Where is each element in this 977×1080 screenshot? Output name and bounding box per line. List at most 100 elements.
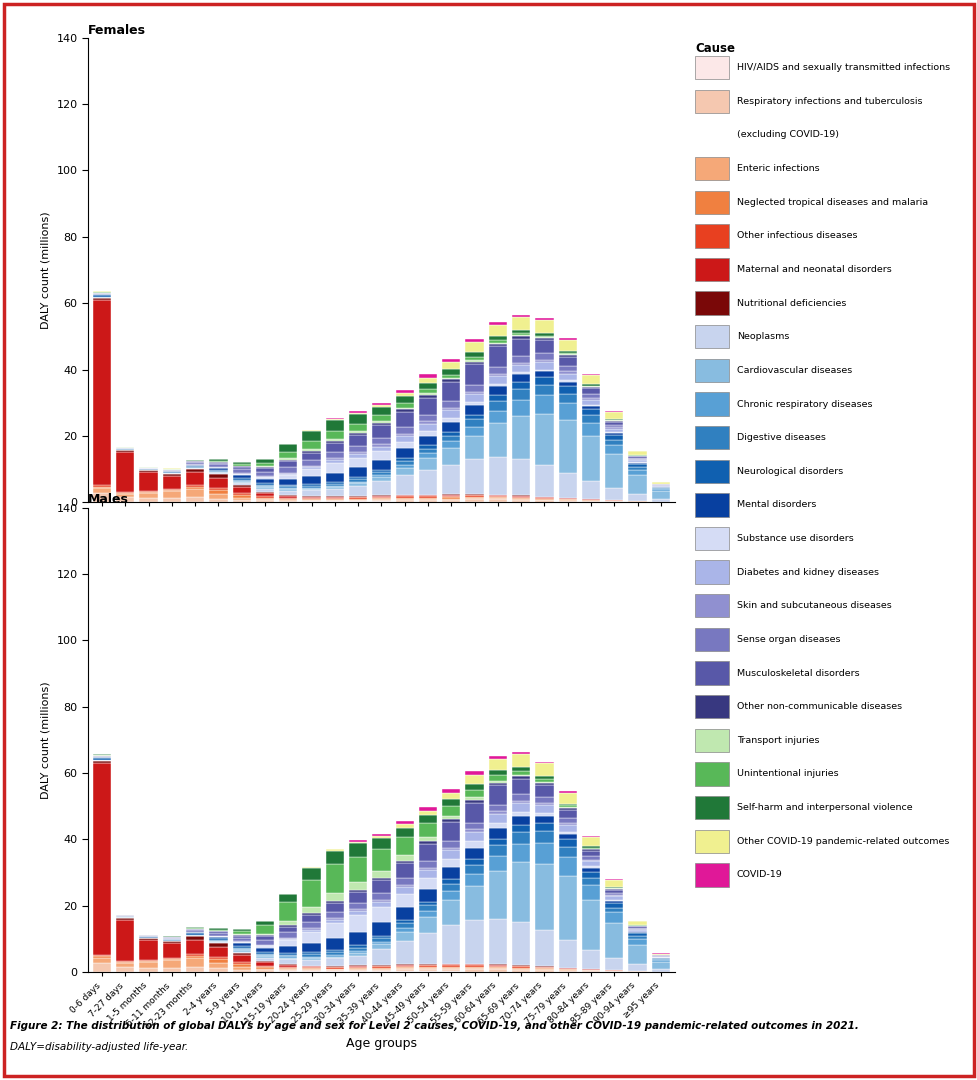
Bar — [465, 886, 484, 920]
Bar — [512, 768, 530, 771]
Bar — [418, 861, 437, 868]
Bar — [396, 966, 413, 968]
Bar — [628, 451, 646, 455]
Bar — [372, 935, 390, 939]
Bar — [442, 369, 460, 375]
Bar — [162, 491, 181, 498]
Bar — [558, 351, 576, 353]
Bar — [581, 481, 600, 499]
Bar — [558, 804, 576, 806]
Bar — [349, 915, 366, 932]
Bar — [418, 378, 437, 382]
Bar — [209, 947, 228, 957]
Bar — [233, 478, 250, 480]
Bar — [325, 953, 344, 955]
Bar — [349, 411, 366, 413]
Bar — [349, 882, 366, 890]
Bar — [162, 941, 181, 943]
Bar — [116, 967, 134, 972]
Bar — [651, 489, 669, 491]
Bar — [442, 464, 460, 495]
Bar — [93, 295, 111, 297]
Bar — [396, 932, 413, 941]
Bar — [695, 460, 728, 483]
Bar — [233, 462, 250, 464]
Bar — [233, 963, 250, 968]
Bar — [186, 955, 204, 956]
Bar — [442, 969, 460, 971]
Bar — [233, 929, 250, 931]
Bar — [186, 465, 204, 468]
Bar — [534, 360, 553, 362]
Bar — [442, 359, 460, 362]
Bar — [512, 389, 530, 400]
Bar — [256, 477, 274, 480]
Bar — [488, 322, 506, 325]
Bar — [302, 922, 320, 928]
Bar — [488, 376, 506, 383]
Text: Chronic respiratory diseases: Chronic respiratory diseases — [736, 400, 871, 408]
Bar — [209, 462, 228, 464]
Bar — [695, 696, 728, 718]
Bar — [488, 846, 506, 856]
Bar — [140, 939, 157, 941]
Bar — [628, 475, 646, 494]
Bar — [488, 402, 506, 410]
Bar — [233, 492, 250, 495]
Bar — [349, 947, 366, 950]
Bar — [628, 932, 646, 933]
Bar — [488, 457, 506, 495]
Bar — [534, 785, 553, 797]
Bar — [396, 885, 413, 887]
Bar — [256, 970, 274, 972]
Bar — [465, 875, 484, 886]
Bar — [256, 489, 274, 491]
Bar — [349, 431, 366, 433]
Bar — [534, 764, 553, 777]
Bar — [488, 770, 506, 774]
Bar — [418, 868, 437, 870]
Bar — [372, 849, 390, 870]
Bar — [256, 934, 274, 935]
Bar — [581, 856, 600, 860]
Bar — [302, 431, 320, 441]
Bar — [140, 961, 157, 962]
Bar — [256, 463, 274, 467]
Bar — [581, 836, 600, 837]
Bar — [581, 861, 600, 866]
Bar — [418, 837, 437, 841]
Bar — [278, 498, 297, 499]
Bar — [465, 499, 484, 502]
Text: Neurological disorders: Neurological disorders — [736, 467, 842, 476]
Bar — [302, 484, 320, 486]
Bar — [302, 928, 320, 930]
Bar — [256, 936, 274, 940]
Bar — [558, 839, 576, 847]
Bar — [628, 457, 646, 458]
Bar — [93, 485, 111, 487]
Bar — [233, 470, 250, 473]
Bar — [209, 959, 228, 963]
Bar — [488, 340, 506, 342]
Bar — [418, 395, 437, 397]
Bar — [396, 907, 413, 920]
Bar — [628, 927, 646, 928]
Bar — [349, 435, 366, 446]
Bar — [651, 487, 669, 488]
Bar — [233, 500, 250, 502]
Bar — [605, 893, 622, 895]
Bar — [465, 394, 484, 402]
Bar — [581, 397, 600, 400]
Bar — [512, 752, 530, 755]
Bar — [534, 930, 553, 967]
Bar — [162, 959, 181, 960]
Text: Neglected tropical diseases and malaria: Neglected tropical diseases and malaria — [736, 198, 927, 206]
Bar — [581, 850, 600, 851]
Bar — [372, 424, 390, 438]
Bar — [349, 945, 366, 947]
Bar — [442, 382, 460, 402]
Bar — [256, 954, 274, 955]
Bar — [534, 372, 553, 377]
Bar — [396, 408, 413, 409]
Bar — [534, 377, 553, 384]
